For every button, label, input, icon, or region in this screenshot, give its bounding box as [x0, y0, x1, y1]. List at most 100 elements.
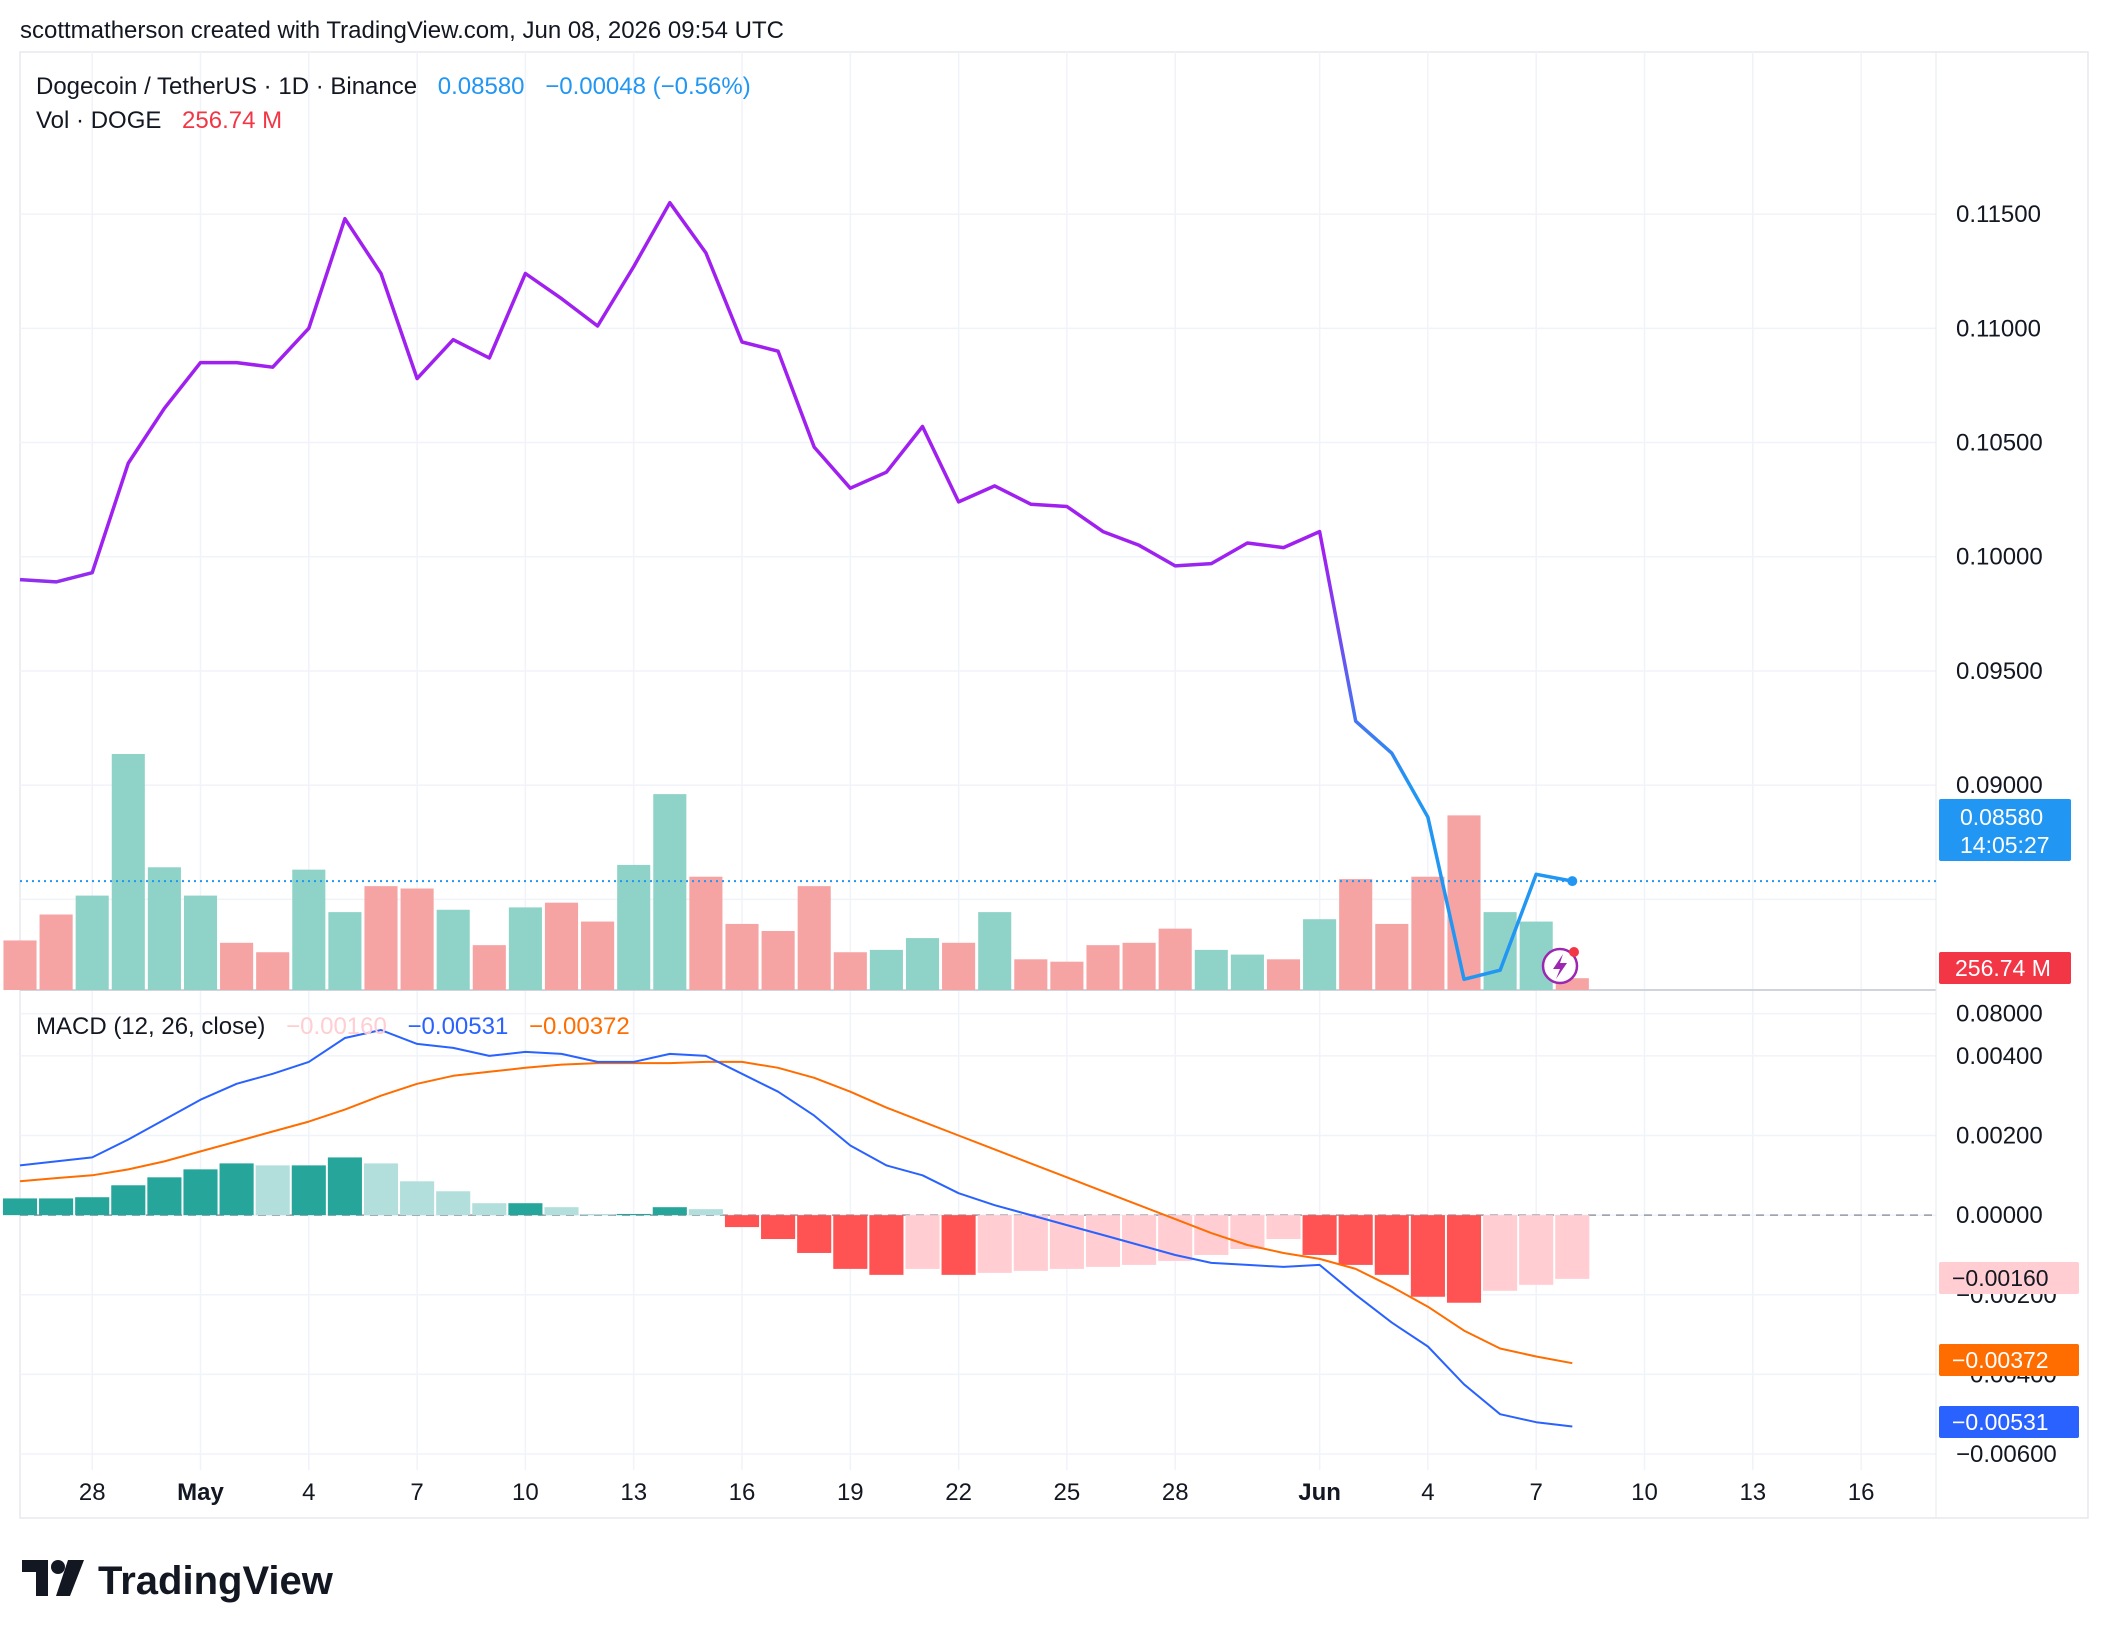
- price-axis-label: 0.11500: [1956, 201, 2041, 228]
- volume-bar: [1447, 815, 1481, 990]
- price-axis-label: 0.09000: [1956, 772, 2043, 799]
- macd-lines: [19, 1029, 1573, 1428]
- volume-bar: [183, 895, 218, 990]
- macd-histogram-bar: [544, 1207, 579, 1216]
- legend-change: −0.00048 (−0.56%): [545, 73, 751, 100]
- macd-axis-label: −0.00600: [1956, 1441, 2057, 1468]
- volume-bar: [905, 938, 940, 990]
- macd-histogram-bar: [761, 1215, 796, 1240]
- legend-row-volume: Vol · DOGE 256.74 M: [36, 107, 282, 134]
- tradingview-logo-icon: [22, 1560, 84, 1596]
- volume-bar: [689, 876, 723, 990]
- volume-bar: [256, 952, 290, 990]
- volume-bar: [617, 864, 651, 990]
- macd-histogram-bar: [39, 1198, 74, 1216]
- macd-histogram-bar: [724, 1215, 760, 1228]
- last-price-dot: [1567, 876, 1578, 887]
- macd-histogram-bar: [1122, 1215, 1157, 1265]
- macd-histogram-bar: [652, 1207, 687, 1216]
- time-axis-label: 25: [1054, 1479, 1081, 1506]
- macd-histogram-bar: [75, 1197, 110, 1216]
- macd-histogram-bar: [363, 1163, 399, 1216]
- price-axis-label: 0.08000: [1956, 1001, 2043, 1028]
- volume-bar: [508, 907, 542, 990]
- volume-bar: [1411, 876, 1445, 990]
- volume-bar: [1303, 919, 1337, 990]
- time-axis-label: 7: [410, 1479, 423, 1506]
- price-badge-value: 0.08580: [1960, 804, 2043, 830]
- volume-bar: [1230, 954, 1264, 990]
- time-axis-label: Jun: [1298, 1479, 1341, 1506]
- macd-histogram-bar: [1194, 1215, 1229, 1255]
- signal-badge: −0.00372: [1939, 1344, 2079, 1376]
- price-axis-label: 0.10500: [1956, 430, 2043, 457]
- volume-bar: [1158, 928, 1192, 990]
- volume-bar: [364, 886, 398, 990]
- macd-histogram-bar: [977, 1215, 1012, 1273]
- macd-histogram-bar: [688, 1209, 723, 1216]
- macd-histogram-bar: [2, 1198, 38, 1216]
- time-axis-label: 16: [1848, 1479, 1875, 1506]
- macd-axis-label: 0.00000: [1956, 1202, 2043, 1229]
- time-axis-label: 13: [1739, 1479, 1766, 1506]
- time-axis-label: 28: [1162, 1479, 1189, 1506]
- price-axis[interactable]: 0.11500 0.11000 0.10500 0.10000 0.09500 0.090…: [1956, 201, 2043, 1027]
- macd-histogram-bar: [833, 1215, 868, 1269]
- volume-bar: [1122, 942, 1156, 990]
- volume-badge-value: 256.74 M: [1955, 955, 2051, 981]
- volume-bar: [472, 945, 506, 990]
- macd-badge: −0.00531: [1939, 1406, 2079, 1438]
- macd-histogram: [2, 1157, 1590, 1303]
- macd-histogram-bar: [147, 1177, 182, 1216]
- alert-bolt-icon[interactable]: [1541, 947, 1579, 985]
- volume-bar: [1050, 961, 1084, 990]
- macd-histogram-bar: [1446, 1215, 1482, 1303]
- price-badge: 0.08580 14:05:27: [1939, 799, 2071, 861]
- volume-bar: [292, 869, 326, 990]
- volume-bar: [761, 931, 795, 990]
- tradingview-logo-text: TradingView: [98, 1559, 334, 1603]
- legend-vol-value: 256.74 M: [182, 107, 282, 134]
- volume-bar: [544, 902, 579, 990]
- volume-bar: [725, 923, 759, 990]
- volume-bar: [653, 794, 687, 990]
- macd-histogram-bar: [1085, 1215, 1121, 1267]
- time-axis-label: 10: [512, 1479, 539, 1506]
- time-axis-label: 4: [302, 1479, 315, 1506]
- legend-last-price: 0.08580: [438, 73, 525, 100]
- grid-lines: [20, 52, 1936, 1470]
- volume-bars: [3, 754, 1589, 990]
- legend-macd-hist: −0.00160: [286, 1013, 387, 1040]
- legend-row-main: Dogecoin / TetherUS · 1D · Binance 0.085…: [36, 73, 751, 100]
- time-axis-label: May: [177, 1479, 224, 1506]
- price-axis-label: 0.10000: [1956, 544, 2043, 571]
- macd-histogram-bar: [1519, 1215, 1554, 1285]
- macd-histogram-bar: [400, 1181, 435, 1216]
- macd-histogram-bar: [436, 1191, 471, 1216]
- volume-bar: [1483, 912, 1517, 990]
- macd-axis-label: 0.00200: [1956, 1123, 2043, 1150]
- credit-text: scottmatherson created with TradingView.…: [20, 17, 784, 44]
- macd-histogram-bar: [183, 1169, 218, 1216]
- countdown-value: 14:05:27: [1960, 832, 2050, 858]
- macd-histogram-bar: [1338, 1215, 1373, 1265]
- time-axis-label: 10: [1631, 1479, 1658, 1506]
- macd-histogram-bar: [111, 1185, 146, 1216]
- tradingview-logo[interactable]: TradingView: [22, 1559, 334, 1603]
- legend-macd-line: −0.00531: [408, 1013, 509, 1040]
- volume-bar: [1086, 945, 1120, 990]
- macd-histogram-bar: [255, 1165, 290, 1216]
- volume-bar: [1266, 959, 1301, 990]
- macd-histogram-bar: [1410, 1215, 1445, 1297]
- legend-row-macd: MACD (12, 26, close) −0.00160 −0.00531 −…: [36, 1013, 630, 1040]
- macd-histogram-bar: [1302, 1215, 1337, 1255]
- volume-bar: [1555, 978, 1589, 990]
- price-axis-label: 0.09500: [1956, 658, 2043, 685]
- price-series-line: [19, 200, 1573, 982]
- macd-axis-label: 0.00400: [1956, 1043, 2043, 1070]
- time-axis[interactable]: 28 May 4 7 10 13 16 19 22 25 28 Jun 4 7 10 13 16: [79, 1479, 1875, 1506]
- volume-bar: [833, 952, 867, 990]
- signal-line: [19, 1060, 1573, 1365]
- time-axis-label: 4: [1421, 1479, 1434, 1506]
